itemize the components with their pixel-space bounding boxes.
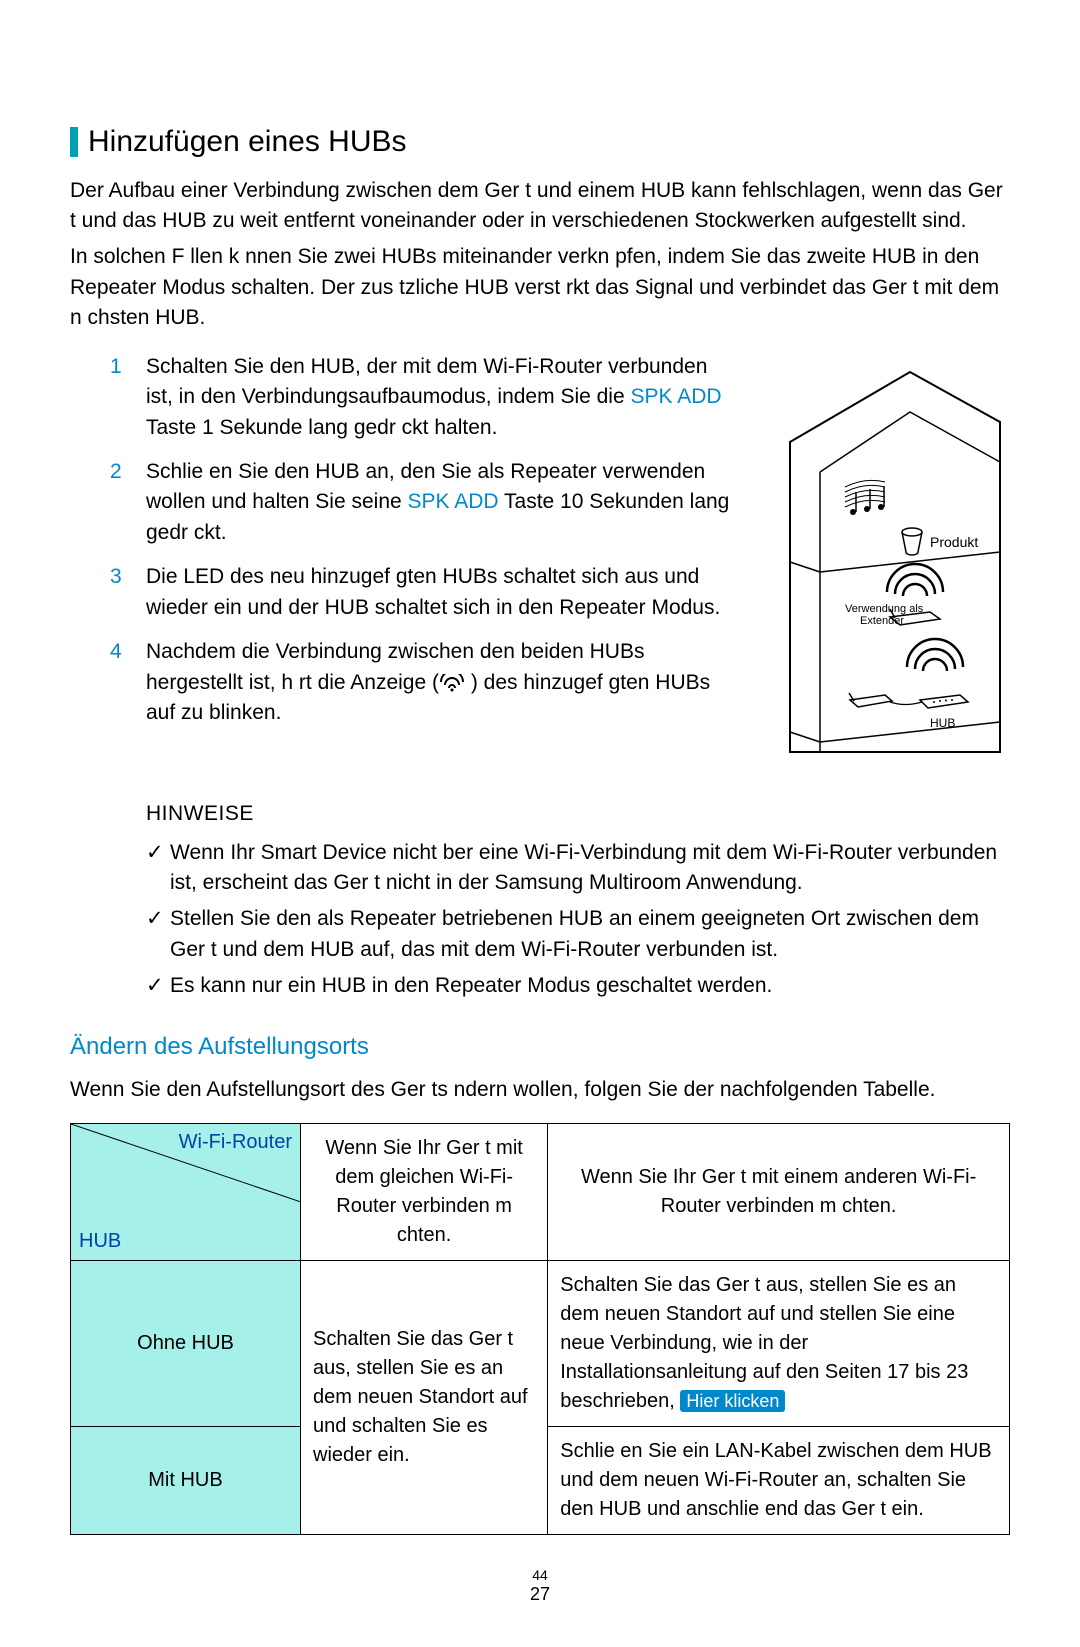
table-diagonal-header: Wi-Fi-Router HUB (71, 1123, 301, 1260)
step-number: 1 (110, 352, 146, 443)
diagram-hub-label: HUB (930, 716, 955, 730)
note-item: Es kann nur ein HUB in den Repeater Modu… (146, 971, 1010, 1001)
diagram-extender-label-2: Extender (860, 615, 904, 627)
table-cell-other-router-nohub: Schalten Sie das Ger t aus, stellen Sie … (548, 1260, 1010, 1426)
heading-text: Hinzufügen eines HUBs (88, 120, 407, 164)
step-number: 3 (110, 562, 146, 623)
note-item: Wenn Ihr Smart Device nicht ber eine Wi-… (146, 838, 1010, 899)
diagram-extender-label-1: Verwendung als (845, 603, 924, 615)
step-text: Die LED des neu hinzugef gten HUBs schal… (146, 562, 730, 623)
notes-label: HINWEISE (146, 799, 1010, 829)
step-2: 2 Schlie en Sie den HUB an, den Sie als … (110, 457, 730, 548)
house-svg: Produkt Verwendung als Extender (750, 352, 1010, 782)
table-col-header-1: Wenn Sie Ihr Ger t mit dem gleichen Wi-F… (301, 1123, 548, 1260)
diagram-produkt-label: Produkt (930, 534, 978, 550)
house-diagram: Produkt Verwendung als Extender (750, 352, 1010, 791)
hier-klicken-link[interactable]: Hier klicken (680, 1390, 785, 1412)
step-text: Nachdem die Verbindung zwischen den beid… (146, 637, 730, 728)
diag-hub-label: HUB (79, 1227, 121, 1256)
intro-paragraph-2: In solchen F llen k nnen Sie zwei HUBs m… (70, 242, 1010, 333)
subsection-heading: Ändern des Aufstellungsorts (70, 1030, 1010, 1065)
diag-wifi-label: Wi-Fi-Router (179, 1128, 292, 1157)
table-cell-other-router-withhub: Schlie en Sie ein LAN-Kabel zwischen dem… (548, 1426, 1010, 1534)
wifi-icon (439, 674, 465, 692)
spk-add-label: SPK ADD (631, 385, 722, 408)
steps-and-diagram-row: 1 Schalten Sie den HUB, der mit dem Wi-F… (70, 352, 1010, 791)
table-col-header-2: Wenn Sie Ihr Ger t mit einem anderen Wi-… (548, 1123, 1010, 1260)
subsection-paragraph: Wenn Sie den Aufstellungsort des Ger ts … (70, 1075, 1010, 1105)
heading-bar (70, 127, 78, 157)
notes-list: Wenn Ihr Smart Device nicht ber eine Wi-… (146, 838, 1010, 1002)
step-text: Schlie en Sie den HUB an, den Sie als Re… (146, 457, 730, 548)
step-4: 4 Nachdem die Verbindung zwischen den be… (110, 637, 730, 728)
intro-paragraph-1: Der Aufbau einer Verbindung zwischen dem… (70, 176, 1010, 237)
spk-add-label: SPK ADD (408, 490, 499, 513)
steps-list: 1 Schalten Sie den HUB, der mit dem Wi-F… (70, 352, 730, 743)
step-1: 1 Schalten Sie den HUB, der mit dem Wi-F… (110, 352, 730, 443)
notes-block: HINWEISE Wenn Ihr Smart Device nicht ber… (70, 799, 1010, 1002)
relocation-table: Wi-Fi-Router HUB Wenn Sie Ihr Ger t mit … (70, 1123, 1010, 1535)
table-row-label-1: Ohne HUB (71, 1260, 301, 1426)
step-number: 4 (110, 637, 146, 728)
step-text: Schalten Sie den HUB, der mit dem Wi-Fi-… (146, 352, 730, 443)
note-item: Stellen Sie den als Repeater betriebenen… (146, 904, 1010, 965)
section-heading: Hinzufügen eines HUBs (70, 120, 1010, 164)
table-cell-same-router: Schalten Sie das Ger t aus, stellen Sie … (301, 1260, 548, 1534)
page-number-small: 44 (70, 1565, 1010, 1585)
step-number: 2 (110, 457, 146, 548)
table-row-label-2: Mit HUB (71, 1426, 301, 1534)
page-number-main: 27 (530, 1584, 550, 1604)
page-number: 44 27 (70, 1565, 1010, 1607)
step-3: 3 Die LED des neu hinzugef gten HUBs sch… (110, 562, 730, 623)
